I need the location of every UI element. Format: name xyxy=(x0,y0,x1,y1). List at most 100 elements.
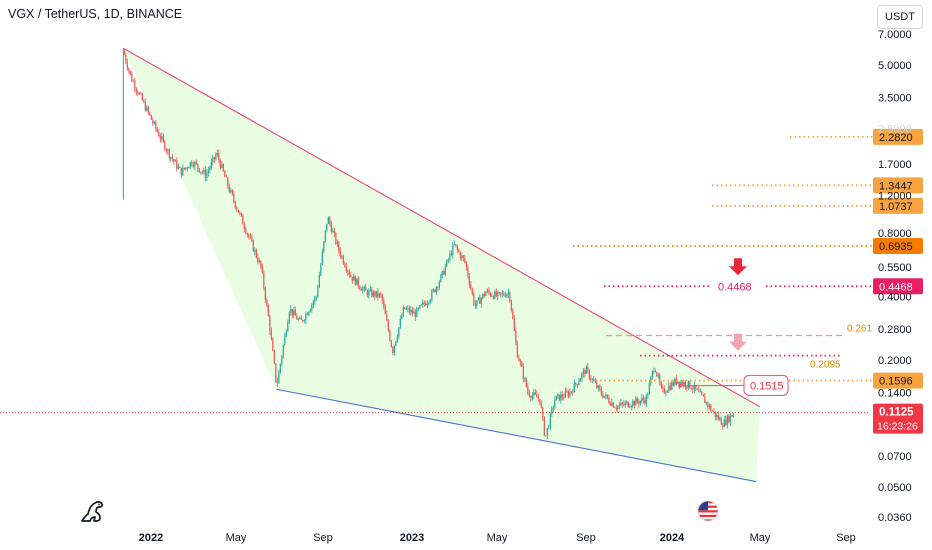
candle-body xyxy=(483,293,485,296)
x-tick-label: 2022 xyxy=(139,532,163,544)
candle-body xyxy=(329,217,331,224)
candle-body xyxy=(425,303,427,306)
candle-body xyxy=(396,336,398,342)
candle-body xyxy=(351,276,353,281)
candle-body xyxy=(287,322,289,332)
candle-body xyxy=(213,157,215,159)
candle-body xyxy=(393,345,395,353)
candle-body xyxy=(246,233,248,235)
candle-body xyxy=(156,128,158,132)
candle-body xyxy=(345,266,347,271)
candle-body xyxy=(726,415,728,425)
candle-body xyxy=(648,383,650,395)
candle-body xyxy=(654,370,656,373)
candle-body xyxy=(365,286,367,291)
candle-body xyxy=(419,305,421,308)
candle-body xyxy=(129,70,131,74)
inline-label-bg xyxy=(712,278,766,294)
candle-body xyxy=(617,406,619,410)
candle-body xyxy=(524,378,526,380)
candle-body xyxy=(540,402,542,408)
y-tick-label: 0.0360 xyxy=(878,512,912,524)
candle-body xyxy=(372,291,374,297)
candle-body xyxy=(338,242,340,251)
candle-body xyxy=(638,401,640,404)
candle-body xyxy=(231,189,233,195)
candle-body xyxy=(161,136,163,139)
candle-body xyxy=(402,307,404,317)
y-tick-label: 1.2000 xyxy=(878,191,912,203)
level-badge-1.0737 xyxy=(873,197,923,214)
candle-body xyxy=(593,378,595,381)
candle-body xyxy=(171,157,173,160)
dinosaur-logo-icon[interactable] xyxy=(78,496,108,526)
candle-body xyxy=(221,164,223,168)
candle-body xyxy=(366,290,368,296)
candle-body xyxy=(285,331,287,336)
candle-body xyxy=(398,327,400,337)
candle-body xyxy=(204,170,206,179)
candle-body xyxy=(695,385,697,390)
candle-body xyxy=(552,407,554,409)
currency-button[interactable]: USDT xyxy=(877,5,923,29)
candle-body xyxy=(357,278,359,287)
candle-body xyxy=(594,380,596,383)
level-badge-label: 2.2820 xyxy=(879,132,913,144)
candle-body xyxy=(467,267,469,277)
candle-body xyxy=(179,166,181,168)
candle-body xyxy=(561,394,563,398)
candle-body xyxy=(408,308,410,313)
candle-body xyxy=(551,408,553,414)
candle-body xyxy=(426,303,428,306)
candle-body xyxy=(189,161,191,168)
candle-body xyxy=(573,382,575,393)
candle-body xyxy=(411,309,413,314)
level-badge-0.1596 xyxy=(873,372,923,389)
level-badge-2.2820 xyxy=(873,128,923,145)
candle-body xyxy=(344,263,346,267)
candle-body xyxy=(668,385,670,392)
current-price-label: 0.1125 xyxy=(879,407,914,419)
candle-body xyxy=(641,398,643,401)
candle-body xyxy=(642,398,644,401)
candle-body xyxy=(354,276,356,285)
candle-body xyxy=(575,382,577,385)
candle-body xyxy=(447,259,449,261)
candle-body xyxy=(167,149,169,151)
candle-body xyxy=(290,309,292,313)
candle-body xyxy=(168,149,170,159)
axes: 0.1125 16:23:26 7.0000 5.0000 3.5000 2.5000 1.… xyxy=(139,29,923,544)
candle-body xyxy=(384,306,386,315)
candle-body xyxy=(251,237,253,241)
candle-body xyxy=(150,115,152,120)
candle-body xyxy=(455,244,457,246)
candle-body xyxy=(609,402,611,406)
candle-body xyxy=(674,378,676,386)
candle-body xyxy=(585,366,587,374)
candle-body xyxy=(507,292,509,295)
candle-body xyxy=(588,370,590,379)
candle-body xyxy=(437,287,439,288)
candle-body xyxy=(686,386,688,388)
candle-body xyxy=(315,296,317,298)
candle-body xyxy=(323,241,325,252)
us-flag-icon xyxy=(697,500,719,522)
candle-body xyxy=(704,396,706,404)
candle-body xyxy=(471,288,473,294)
candle-body xyxy=(536,394,538,398)
down-arrow-icon xyxy=(729,258,747,276)
candle-body xyxy=(693,385,695,390)
level-text-label: 0.2095 xyxy=(810,360,841,371)
candle-body xyxy=(206,172,208,179)
callout-leader xyxy=(679,384,745,387)
candle-body xyxy=(240,212,242,216)
candle-body xyxy=(369,289,371,291)
candle-body xyxy=(501,293,503,295)
candle-body xyxy=(186,167,188,169)
candle-body xyxy=(462,255,464,258)
candle-body xyxy=(441,271,443,275)
candle-body xyxy=(371,289,373,297)
candle-body xyxy=(627,401,629,408)
candle-body xyxy=(680,381,682,386)
